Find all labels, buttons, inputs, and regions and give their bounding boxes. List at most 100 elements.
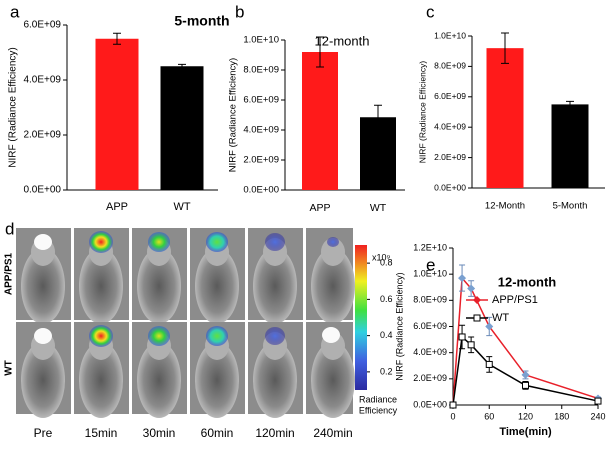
colorbar-tick-label: 0.2 (380, 366, 393, 376)
colorbar-tick-label: 0.8 (380, 258, 393, 268)
y-axis-label: NIRF (Radiance Efficiency) (394, 272, 404, 380)
y-tick-label: 8.0E+09 (243, 65, 279, 76)
mouse-body (311, 248, 355, 324)
error-bar (178, 63, 186, 69)
chart-title: 5-month (174, 13, 229, 29)
y-tick-label: 6.0E+09 (434, 91, 466, 101)
x-tick-label: 180 (554, 411, 569, 421)
column-label: 30min (143, 426, 176, 440)
y-tick-label: 4.0E+09 (23, 75, 61, 86)
colorbar-exponent: x10⁹ (372, 252, 391, 262)
mouse-body (21, 342, 65, 418)
column-label: 15min (85, 426, 118, 440)
mouse-body (79, 248, 123, 324)
y-axis-label: NIRF (Radiance Efficiency) (8, 47, 19, 167)
colorbar-tick-label: 0.4 (380, 330, 393, 340)
signal (148, 326, 170, 346)
y-tick-label: 1.0E+10 (243, 35, 279, 46)
mouse-body (253, 248, 297, 324)
y-tick-label: 1.0E+10 (413, 269, 447, 279)
x-tick-label: 60 (484, 411, 494, 421)
marker (522, 381, 529, 389)
marker (473, 314, 481, 322)
colorbar (355, 245, 367, 390)
y-tick-label: 0.0E+00 (434, 182, 466, 192)
signal (327, 237, 339, 247)
x-tick-label: WT (173, 201, 190, 213)
y-tick-label: 4.0E+09 (413, 347, 447, 357)
y-tick-label: 1.2E+10 (413, 242, 447, 252)
signal (206, 326, 228, 346)
x-tick-label: 5-Month (553, 201, 588, 212)
signal (265, 327, 285, 345)
signal (148, 232, 170, 252)
y-tick-label: 8.0E+09 (413, 295, 447, 305)
x-tick-label: WT (370, 202, 387, 214)
chart-title: 12-month (498, 274, 557, 289)
panel-letter: e (426, 255, 435, 274)
y-tick-label: 0.0E+00 (23, 185, 61, 196)
y-tick-label: 6.0E+09 (243, 95, 279, 106)
mouse-body (311, 342, 355, 418)
mouse-body (137, 342, 181, 418)
x-tick-label: 240 (590, 411, 605, 421)
bar (486, 48, 524, 188)
y-tick-label: 0.0E+00 (413, 399, 447, 409)
marker (594, 397, 602, 405)
error-bar (566, 100, 574, 108)
error-bar (374, 104, 382, 130)
marker (449, 401, 457, 409)
signal (89, 325, 113, 347)
row-label: WT (4, 360, 15, 376)
pre-spot (34, 328, 52, 344)
spot (322, 327, 340, 343)
column-label: 240min (313, 426, 352, 440)
y-tick-label: 6.0E+09 (413, 321, 447, 331)
row-label: APP/PS1 (4, 252, 15, 295)
y-tick-label: 2.0E+09 (434, 152, 466, 162)
y-tick-label: 2.0E+09 (23, 130, 61, 141)
panel-letter: b (235, 2, 244, 21)
y-tick-label: 4.0E+09 (243, 125, 279, 136)
legend-label: APP/PS1 (492, 294, 538, 306)
chart-title: 12-month (315, 33, 370, 48)
y-tick-label: 2.0E+09 (243, 155, 279, 166)
x-tick-label: APP (309, 202, 330, 214)
column-label: 60min (201, 426, 234, 440)
x-tick-label: 120 (518, 411, 533, 421)
y-tick-label: 0.0E+00 (243, 185, 279, 196)
panel-letter: c (426, 2, 435, 21)
signal (206, 232, 228, 252)
marker (467, 284, 476, 293)
mouse-body (195, 248, 239, 324)
bar (160, 66, 204, 190)
bar (95, 38, 139, 190)
pre-spot (34, 234, 52, 250)
y-tick-label: 4.0E+09 (434, 121, 466, 131)
mouse-body (21, 248, 65, 324)
y-axis-label: NIRF (Radiance Efficiency) (417, 61, 427, 164)
x-tick-label: 12-Month (485, 201, 525, 212)
error-bar (113, 32, 121, 45)
bar (302, 52, 338, 190)
column-label: 120min (255, 426, 294, 440)
marker (485, 360, 493, 368)
signal (265, 233, 285, 251)
colorbar-title: Efficiency (359, 405, 398, 415)
marker (485, 322, 494, 331)
error-bar (316, 36, 324, 68)
mouse-body (195, 342, 239, 418)
mouse-body (79, 342, 123, 418)
y-tick-label: 1.0E+10 (434, 30, 466, 40)
x-tick-label: APP (106, 201, 128, 213)
panel-letter: d (5, 219, 14, 238)
mouse-body (137, 248, 181, 324)
x-tick-label: 0 (450, 411, 455, 421)
error-bar (501, 32, 509, 64)
signal (89, 231, 113, 253)
bar (551, 104, 589, 188)
marker (467, 341, 475, 349)
y-tick-label: 8.0E+09 (434, 61, 466, 71)
x-axis-label: Time(min) (499, 426, 552, 438)
